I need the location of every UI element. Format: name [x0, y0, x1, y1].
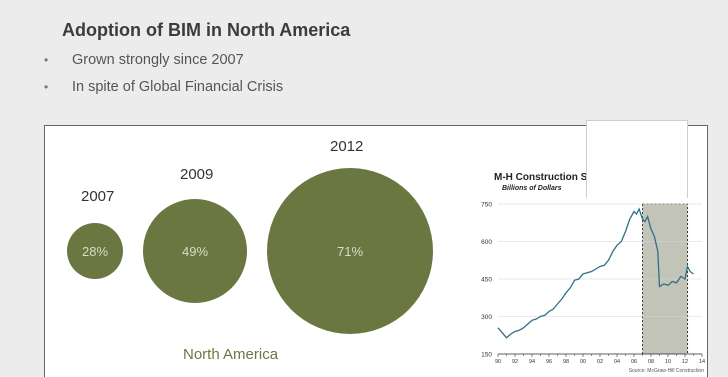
y-tick-label: 600	[481, 239, 492, 246]
bubble-2009: 49%	[143, 199, 247, 303]
region-label: North America	[183, 346, 279, 363]
x-tick-label: 14	[699, 359, 705, 365]
y-tick-label: 450	[481, 277, 492, 284]
bubble-2012: 71%	[267, 168, 433, 334]
bubble-2007: 28%	[67, 223, 123, 279]
y-tick-label: 150	[481, 352, 492, 359]
x-tick-label: 00	[580, 359, 586, 365]
bubble-value-label: 49%	[181, 243, 209, 259]
bubble-value-label: 71%	[336, 243, 364, 259]
x-tick-label: 94	[529, 359, 535, 365]
bubble-year-label: 2012	[330, 138, 364, 155]
bullet-text: In spite of Global Financial Crisis	[72, 79, 284, 95]
chart-title: M-H Construction Starts	[494, 172, 609, 183]
x-tick-label: 10	[665, 359, 671, 365]
x-tick-label: 98	[563, 359, 569, 365]
slide-title: Adoption of BIM in North America	[62, 20, 351, 40]
series-line	[497, 207, 694, 339]
chart-subtitle: Billions of Dollars	[502, 185, 562, 192]
y-tick-label: 750	[481, 202, 492, 209]
x-tick-label: 08	[648, 359, 654, 365]
bullet-dot-icon: •	[44, 80, 49, 94]
x-tick-label: 12	[682, 359, 688, 365]
bullet-list: • Grown strongly since 2007 • In spite of …	[42, 50, 283, 104]
x-tick-label: 06	[631, 359, 637, 365]
bullet-item: • Grown strongly since 2007	[42, 50, 283, 77]
y-tick-label: 300	[481, 314, 492, 321]
x-tick-label: 90	[495, 359, 501, 365]
bubble-value-label: 28%	[81, 243, 109, 259]
x-tick-label: 04	[614, 359, 620, 365]
bullet-text: Grown strongly since 2007	[72, 52, 244, 68]
x-tick-label: 02	[597, 359, 603, 365]
bubble-year-label: 2009	[180, 166, 214, 183]
x-tick-label: 92	[512, 359, 518, 365]
bullet-item: • In spite of Global Financial Crisis	[42, 77, 283, 104]
source-note: Source: McGraw-Hill Construction	[629, 368, 705, 374]
bubble-year-label: 2007	[81, 188, 115, 205]
construction-starts-chart: M-H Construction Starts Billions of Dolla…	[481, 172, 705, 374]
bullet-dot-icon: •	[44, 53, 49, 67]
x-tick-label: 96	[546, 359, 552, 365]
inset-box	[586, 120, 688, 198]
